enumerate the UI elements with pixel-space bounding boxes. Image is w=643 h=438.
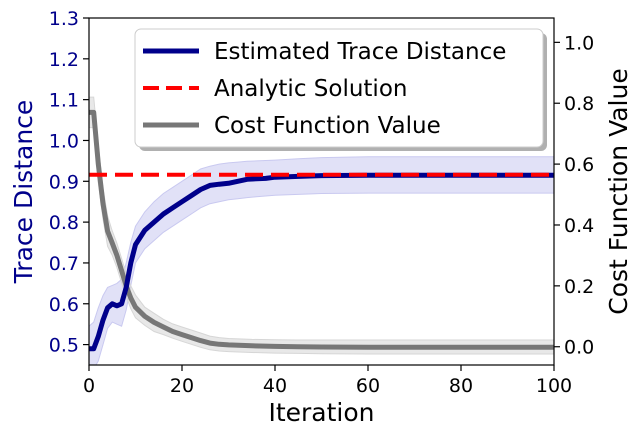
- y-right-tick-label-2: 0.4: [564, 215, 594, 237]
- x-axis-label: Iteration: [268, 398, 374, 427]
- y-left-tick-label-2: 0.7: [49, 253, 79, 275]
- legend-label-1: Analytic Solution: [214, 76, 407, 102]
- plot-frame: [88, 17, 555, 366]
- axes: 0 20 40 60 80 100 0.5 0.6 0.7 0.8 0.9 1.0 1.1 1.2 1.3 0…: [9, 8, 633, 427]
- y-left-tick-label-3: 0.8: [49, 212, 79, 234]
- series-line-2: [89, 109, 554, 350]
- legend: Estimated Trace Distance Analytic Solutio…: [134, 28, 547, 151]
- y-left-tick-label-4: 0.9: [49, 171, 79, 193]
- x-tick-label-3: 60: [356, 375, 380, 397]
- y-right-tick-label-0: 0.0: [564, 337, 594, 359]
- x-tick-label-5: 100: [536, 375, 572, 397]
- y-right-axis-label: Cost Function Value: [604, 68, 633, 314]
- legend-label-2: Cost Function Value: [214, 113, 441, 139]
- y-right-tick-label-3: 0.6: [564, 154, 594, 176]
- y-right-tick-label-4: 0.8: [564, 93, 594, 115]
- y-left-tick-label-6: 1.1: [49, 90, 79, 112]
- band-2: [89, 96, 554, 355]
- x-tick-label-2: 40: [263, 375, 287, 397]
- y-left-axis-label: Trace Distance: [9, 100, 38, 285]
- y-left-tick-label-8: 1.3: [49, 8, 79, 30]
- series-lines: [89, 109, 554, 352]
- x-tick-label-0: 0: [83, 375, 95, 397]
- x-tick-label-4: 80: [449, 375, 473, 397]
- legend-label-0: Estimated Trace Distance: [214, 39, 506, 65]
- y-left-tick-label-1: 0.6: [49, 294, 79, 316]
- legend-box: [134, 28, 544, 148]
- y-right-tick-label-1: 0.2: [564, 276, 594, 298]
- y-left-tick-label-0: 0.5: [49, 335, 79, 357]
- y-left-tick-label-7: 1.2: [49, 49, 79, 71]
- y-right-tick-label-5: 1.0: [564, 32, 594, 54]
- x-tick-label-1: 20: [170, 375, 194, 397]
- y-left-tick-label-5: 1.0: [49, 130, 79, 152]
